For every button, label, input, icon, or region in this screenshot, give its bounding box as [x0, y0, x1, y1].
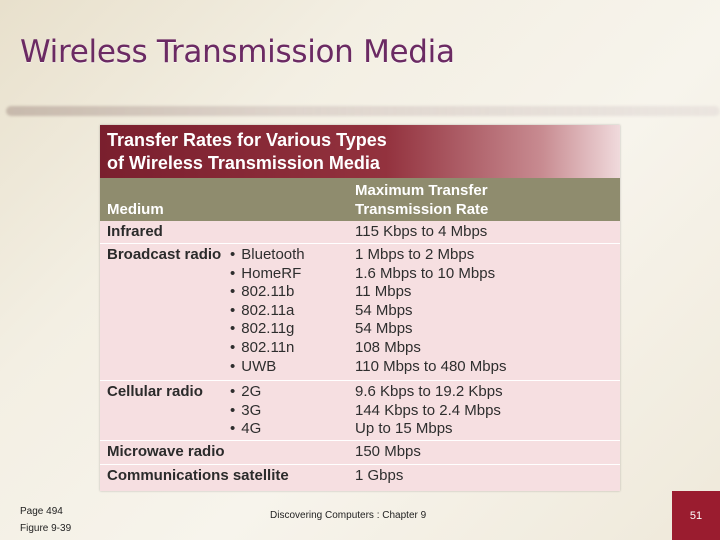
type-item: Bluetooth	[230, 246, 304, 265]
type-item: 4G	[230, 420, 261, 439]
table-row: Communications satellite 1 Gbps	[100, 464, 620, 492]
medium-name: Cellular radio	[107, 383, 203, 400]
rate-value: 11 Mbps	[355, 283, 412, 301]
slide-number-badge: 51	[672, 491, 720, 540]
table-row: Broadcast radio Bluetooth HomeRF 802.11b…	[100, 243, 620, 381]
type-item: 802.11b	[230, 283, 305, 302]
column-header-rate: Maximum Transfer Transmission Rate	[355, 181, 488, 219]
rate-value: 1 Mbps to 2 Mbps	[355, 246, 475, 263]
rate-value: 110 Mbps to 480 Mbps	[355, 357, 507, 375]
medium-name: Microwave radio	[107, 443, 225, 460]
table-title-line2: of Wireless Transmission Media	[107, 153, 380, 173]
slide-title: Wireless Transmission Media	[20, 34, 455, 70]
column-header-rate-line1: Maximum Transfer	[355, 182, 488, 199]
medium-name: Communications satellite	[107, 467, 289, 484]
rate-list: 115 Kbps to 4 Mbps	[355, 223, 487, 242]
page-reference: Page 494	[20, 506, 63, 517]
column-header-rate-line2: Transmission Rate	[355, 201, 489, 218]
medium-name: Broadcast radio	[107, 246, 222, 263]
type-item: UWB	[230, 358, 305, 377]
rate-list: 1 Mbps to 2 Mbps 1.6 Mbps to 10 Mbps 11 …	[355, 246, 506, 376]
rate-value: 1.6 Mbps to 10 Mbps	[355, 264, 496, 282]
type-list: Bluetooth HomeRF 802.11b 802.11a 802.11g…	[230, 246, 305, 377]
rate-value: 9.6 Kbps to 19.2 Kbps	[355, 383, 503, 400]
table-row: Infrared 115 Kbps to 4 Mbps	[100, 221, 620, 243]
type-item: 802.11g	[230, 320, 305, 339]
rate-value: 54 Mbps	[355, 301, 413, 319]
rate-list: 9.6 Kbps to 19.2 Kbps 144 Kbps to 2.4 Mb…	[355, 383, 503, 439]
rate-value: 1 Gbps	[355, 467, 404, 484]
table-row: Cellular radio 2G 3G 4G 9.6 Kbps to 19.2…	[100, 380, 620, 441]
type-item: 2G	[230, 383, 261, 402]
table-title-bar: Transfer Rates for Various Types of Wire…	[100, 125, 620, 178]
rate-value: 54 Mbps	[355, 320, 413, 338]
table-title-line1: Transfer Rates for Various Types	[107, 130, 387, 150]
rate-value: 144 Kbps to 2.4 Mbps	[355, 401, 501, 419]
table-row: Microwave radio 150 Mbps	[100, 440, 620, 465]
type-item: 802.11a	[230, 302, 305, 321]
type-item: 802.11n	[230, 339, 305, 358]
rate-value: Up to 15 Mbps	[355, 420, 453, 438]
type-item: HomeRF	[230, 265, 305, 284]
rate-value: 150 Mbps	[355, 443, 421, 460]
rate-value: 115 Kbps to 4 Mbps	[355, 223, 488, 240]
title-underline	[6, 106, 720, 116]
rate-list: 150 Mbps	[355, 443, 421, 462]
type-list: 2G 3G 4G	[230, 383, 261, 439]
type-item: 3G	[230, 402, 261, 421]
footer-text: Discovering Computers : Chapter 9	[270, 510, 427, 521]
figure-reference: Figure 9-39	[20, 523, 72, 534]
medium-name: Infrared	[107, 223, 163, 240]
rate-list: 1 Gbps	[355, 467, 403, 486]
column-header-medium: Medium	[107, 201, 164, 218]
rate-value: 108 Mbps	[355, 338, 421, 356]
table-column-header: Medium Maximum Transfer Transmission Rat…	[100, 178, 620, 221]
transfer-rates-table: Transfer Rates for Various Types of Wire…	[100, 125, 620, 491]
